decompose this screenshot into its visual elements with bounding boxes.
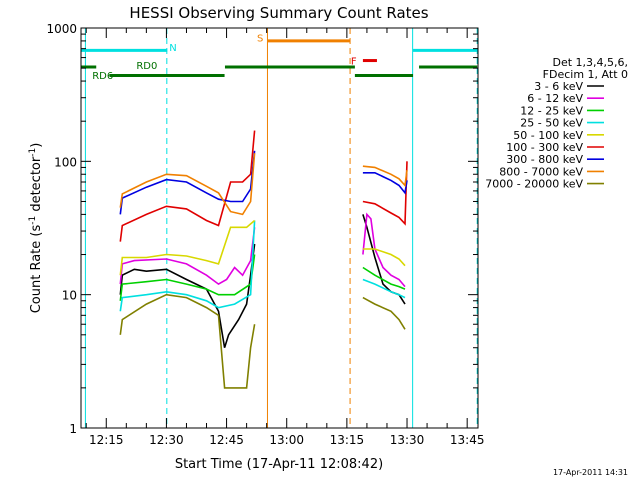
legend-label-4: 50 - 100 keV [513,129,583,142]
y-label-sup1: -1 [28,216,38,225]
y-tick-label-3: 1000 [46,22,77,36]
legend-label-8: 7000 - 20000 keV [485,178,583,191]
x-tick-label-2: 12:45 [209,433,244,447]
legend-label-6: 300 - 800 keV [506,153,583,166]
legend: Det 1,3,4,5,6,FDecim 1, Att 03 - 6 keV6 … [485,56,628,191]
legend-label-5: 100 - 300 keV [506,141,583,154]
x-tick-label-3: 13:00 [269,433,304,447]
x-tick-label-5: 13:30 [390,433,425,447]
series-line-6 [119,150,408,215]
x-axis-label: Start Time (17-Apr-11 12:08:42) [175,457,383,472]
y-label-sup2: -1 [28,148,38,157]
annotation-label-0: N [169,43,176,54]
plot-clip-group: N RD0 RD6 S F [81,28,478,428]
y-tick-label-0: 1 [69,422,77,436]
x-tick-label-0: 12:15 [89,433,124,447]
series-line-2 [119,254,406,301]
annotation-label-2: RD6 [92,71,113,82]
legend-label-0: 3 - 6 keV [534,80,583,93]
x-tick-label-6: 13:45 [450,433,485,447]
legend-header-1: FDecim 1, Att 0 [543,68,628,81]
y-tick-label-1: 10 [62,289,77,303]
x-tick-label-4: 13:15 [330,433,365,447]
series-line-3 [119,220,406,312]
series-line-0 [119,214,406,348]
chart-title: HESSI Observing Summary Count Rates [129,4,428,22]
legend-header-0: Det 1,3,4,5,6, [552,56,628,69]
plot-frame [80,27,479,429]
plot-area: N RD0 RD6 S F 12:15 12:30 12:45 13:00 13:15 13:30 1… [46,22,484,447]
series-line-5 [119,130,408,242]
y-label-mid: detector [29,156,44,216]
timestamp: 17-Apr-2011 14:31 [553,468,628,477]
y-tick-label-2: 100 [54,155,77,169]
series-line-8 [119,293,406,389]
series-line-1 [119,212,406,288]
x-tick-label-1: 12:30 [149,433,184,447]
annotation-label-1: RD0 [136,61,157,72]
legend-label-7: 800 - 7000 keV [499,165,583,178]
legend-label-3: 25 - 50 keV [520,117,583,130]
annotation-label-4: F [351,57,357,68]
annotation-label-3: S [257,33,263,44]
y-label-end: ) [29,143,44,148]
series-line-7 [119,153,408,216]
legend-label-1: 6 - 12 keV [527,92,583,105]
y-axis-label: Count Rate (s-1 detector-1) [28,143,44,314]
series-line-4 [119,219,406,276]
y-label-main: Count Rate (s [29,225,44,314]
legend-label-2: 12 - 25 keV [520,104,583,117]
